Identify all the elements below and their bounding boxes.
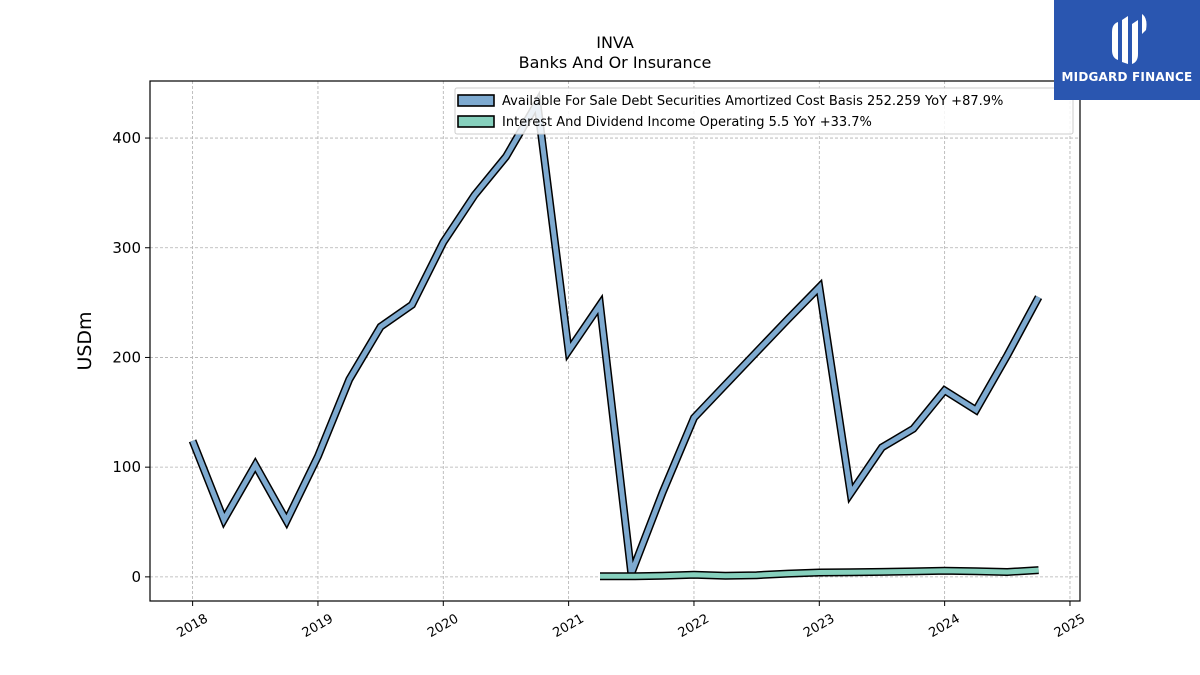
chart-subtitle: Banks And Or Insurance: [519, 53, 712, 72]
x-tick-label-2020: 2020: [425, 611, 461, 641]
x-tick-label-2024: 2024: [926, 611, 962, 641]
x-tick-label-2021: 2021: [550, 611, 586, 641]
legend: Available For Sale Debt Securities Amort…: [454, 87, 1074, 135]
x-tick-label-2018: 2018: [174, 611, 210, 641]
chart-title: INVA: [596, 33, 634, 52]
y-tick-label-300: 300: [112, 239, 141, 257]
y-tick-label-400: 400: [112, 129, 141, 147]
axes: 2018 2019 2020 2021 2022 2023 2024 2025 0 100 200 3…: [112, 129, 1088, 641]
series-layer: [188, 90, 1043, 581]
series-0-line: [190, 95, 1041, 575]
y-tick-label-0: 0: [131, 568, 141, 586]
logo-text: MIDGARD FINANCE: [1061, 70, 1193, 84]
x-tick-label-2023: 2023: [801, 611, 837, 641]
legend-label-1: Interest And Dividend Income Operating 5…: [502, 115, 872, 130]
legend-frame: [454, 87, 1074, 135]
y-tick-label-100: 100: [112, 458, 141, 476]
midgard-logo: MIDGARD FINANCE: [1054, 0, 1200, 100]
x-tick-label-2019: 2019: [300, 611, 336, 641]
x-tick-label-2022: 2022: [676, 611, 712, 641]
midgard-logo-icon: [1112, 14, 1147, 64]
y-axis-label: USDm: [74, 311, 96, 370]
series-0-outline: [188, 90, 1043, 576]
legend-swatch-0: [457, 94, 495, 107]
legend-label-0: Available For Sale Debt Securities Amort…: [502, 94, 1003, 109]
legend-swatch-1: [457, 115, 495, 128]
y-tick-label-200: 200: [112, 348, 141, 366]
grid: [150, 81, 1080, 601]
x-tick-label-2025: 2025: [1052, 611, 1088, 641]
plot-frame: [149, 80, 1081, 602]
series-1-line: [600, 567, 1039, 579]
